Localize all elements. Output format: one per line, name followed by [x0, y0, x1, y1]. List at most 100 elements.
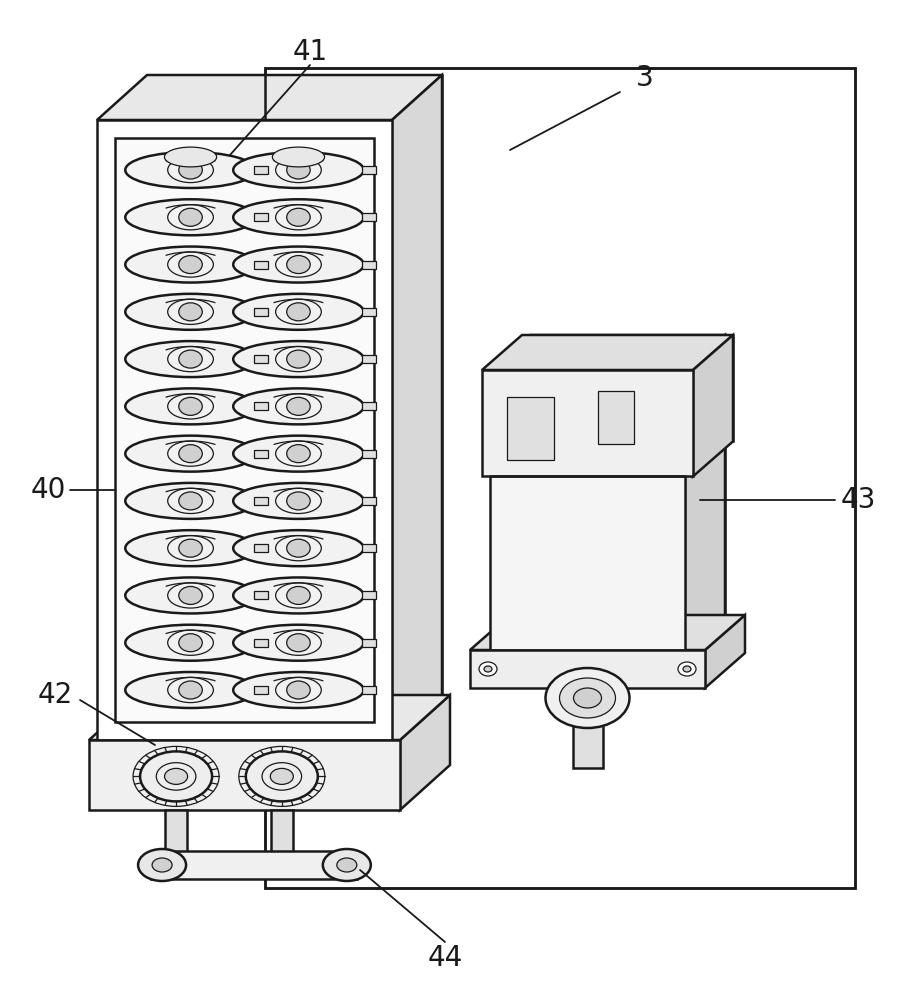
- Polygon shape: [254, 497, 268, 505]
- Ellipse shape: [179, 586, 203, 604]
- Polygon shape: [362, 355, 375, 363]
- Polygon shape: [598, 391, 634, 444]
- Ellipse shape: [678, 662, 696, 676]
- Ellipse shape: [234, 199, 364, 235]
- Ellipse shape: [125, 294, 255, 330]
- Polygon shape: [115, 138, 374, 722]
- Ellipse shape: [125, 388, 255, 424]
- Text: 41: 41: [293, 38, 327, 66]
- Polygon shape: [693, 335, 733, 476]
- Polygon shape: [400, 695, 450, 810]
- Ellipse shape: [179, 350, 203, 368]
- Ellipse shape: [179, 303, 203, 321]
- Ellipse shape: [323, 849, 371, 881]
- Polygon shape: [254, 166, 268, 174]
- Ellipse shape: [179, 681, 203, 699]
- Polygon shape: [530, 335, 725, 615]
- Ellipse shape: [270, 768, 294, 784]
- Polygon shape: [362, 213, 375, 221]
- Polygon shape: [265, 68, 855, 888]
- Ellipse shape: [179, 397, 203, 415]
- Ellipse shape: [234, 388, 364, 424]
- Ellipse shape: [125, 483, 255, 519]
- Polygon shape: [362, 308, 375, 316]
- Ellipse shape: [245, 751, 318, 801]
- Ellipse shape: [286, 586, 310, 604]
- Ellipse shape: [179, 539, 203, 557]
- Polygon shape: [254, 639, 268, 647]
- Polygon shape: [362, 497, 375, 505]
- Polygon shape: [482, 335, 733, 370]
- Text: 40: 40: [30, 476, 65, 504]
- Polygon shape: [362, 639, 375, 647]
- Ellipse shape: [286, 539, 310, 557]
- Ellipse shape: [125, 199, 255, 235]
- Ellipse shape: [286, 634, 310, 652]
- Ellipse shape: [545, 668, 630, 728]
- Ellipse shape: [234, 625, 364, 661]
- Polygon shape: [392, 75, 442, 740]
- Ellipse shape: [125, 577, 255, 613]
- Polygon shape: [482, 370, 693, 476]
- Polygon shape: [470, 650, 705, 688]
- Polygon shape: [89, 695, 450, 740]
- Ellipse shape: [286, 681, 310, 699]
- Ellipse shape: [234, 436, 364, 472]
- Ellipse shape: [234, 672, 364, 708]
- Polygon shape: [490, 370, 685, 650]
- Ellipse shape: [125, 436, 255, 472]
- Polygon shape: [254, 544, 268, 552]
- Polygon shape: [362, 591, 375, 599]
- Polygon shape: [147, 75, 442, 695]
- Polygon shape: [97, 75, 442, 120]
- Polygon shape: [254, 261, 268, 269]
- Polygon shape: [362, 544, 375, 552]
- Ellipse shape: [140, 751, 212, 801]
- Polygon shape: [254, 213, 268, 221]
- Ellipse shape: [152, 858, 172, 872]
- Polygon shape: [254, 686, 268, 694]
- Ellipse shape: [234, 483, 364, 519]
- Ellipse shape: [560, 678, 615, 718]
- Ellipse shape: [273, 147, 325, 167]
- Ellipse shape: [179, 161, 203, 179]
- Ellipse shape: [165, 768, 187, 784]
- Ellipse shape: [234, 341, 364, 377]
- Ellipse shape: [286, 208, 310, 226]
- Ellipse shape: [286, 397, 310, 415]
- Ellipse shape: [125, 530, 255, 566]
- Ellipse shape: [234, 152, 364, 188]
- Ellipse shape: [484, 666, 492, 672]
- Polygon shape: [254, 402, 268, 410]
- Ellipse shape: [683, 666, 691, 672]
- Polygon shape: [507, 397, 554, 460]
- Ellipse shape: [479, 662, 497, 676]
- Ellipse shape: [138, 849, 186, 881]
- Ellipse shape: [125, 672, 255, 708]
- Text: 42: 42: [37, 681, 73, 709]
- Ellipse shape: [574, 688, 602, 708]
- Polygon shape: [470, 615, 745, 650]
- Polygon shape: [254, 355, 268, 363]
- Ellipse shape: [286, 350, 310, 368]
- Ellipse shape: [234, 577, 364, 613]
- Ellipse shape: [234, 294, 364, 330]
- Text: 44: 44: [427, 944, 463, 972]
- Ellipse shape: [165, 147, 216, 167]
- Ellipse shape: [234, 247, 364, 283]
- Polygon shape: [89, 740, 400, 810]
- Polygon shape: [705, 615, 745, 688]
- Ellipse shape: [179, 634, 203, 652]
- Ellipse shape: [179, 492, 203, 510]
- Polygon shape: [165, 810, 187, 865]
- Ellipse shape: [286, 492, 310, 510]
- Polygon shape: [254, 591, 268, 599]
- Ellipse shape: [125, 152, 255, 188]
- Ellipse shape: [286, 303, 310, 321]
- Polygon shape: [573, 688, 603, 768]
- Ellipse shape: [337, 858, 357, 872]
- Polygon shape: [362, 686, 375, 694]
- Polygon shape: [362, 402, 375, 410]
- Polygon shape: [97, 120, 392, 740]
- Ellipse shape: [286, 161, 310, 179]
